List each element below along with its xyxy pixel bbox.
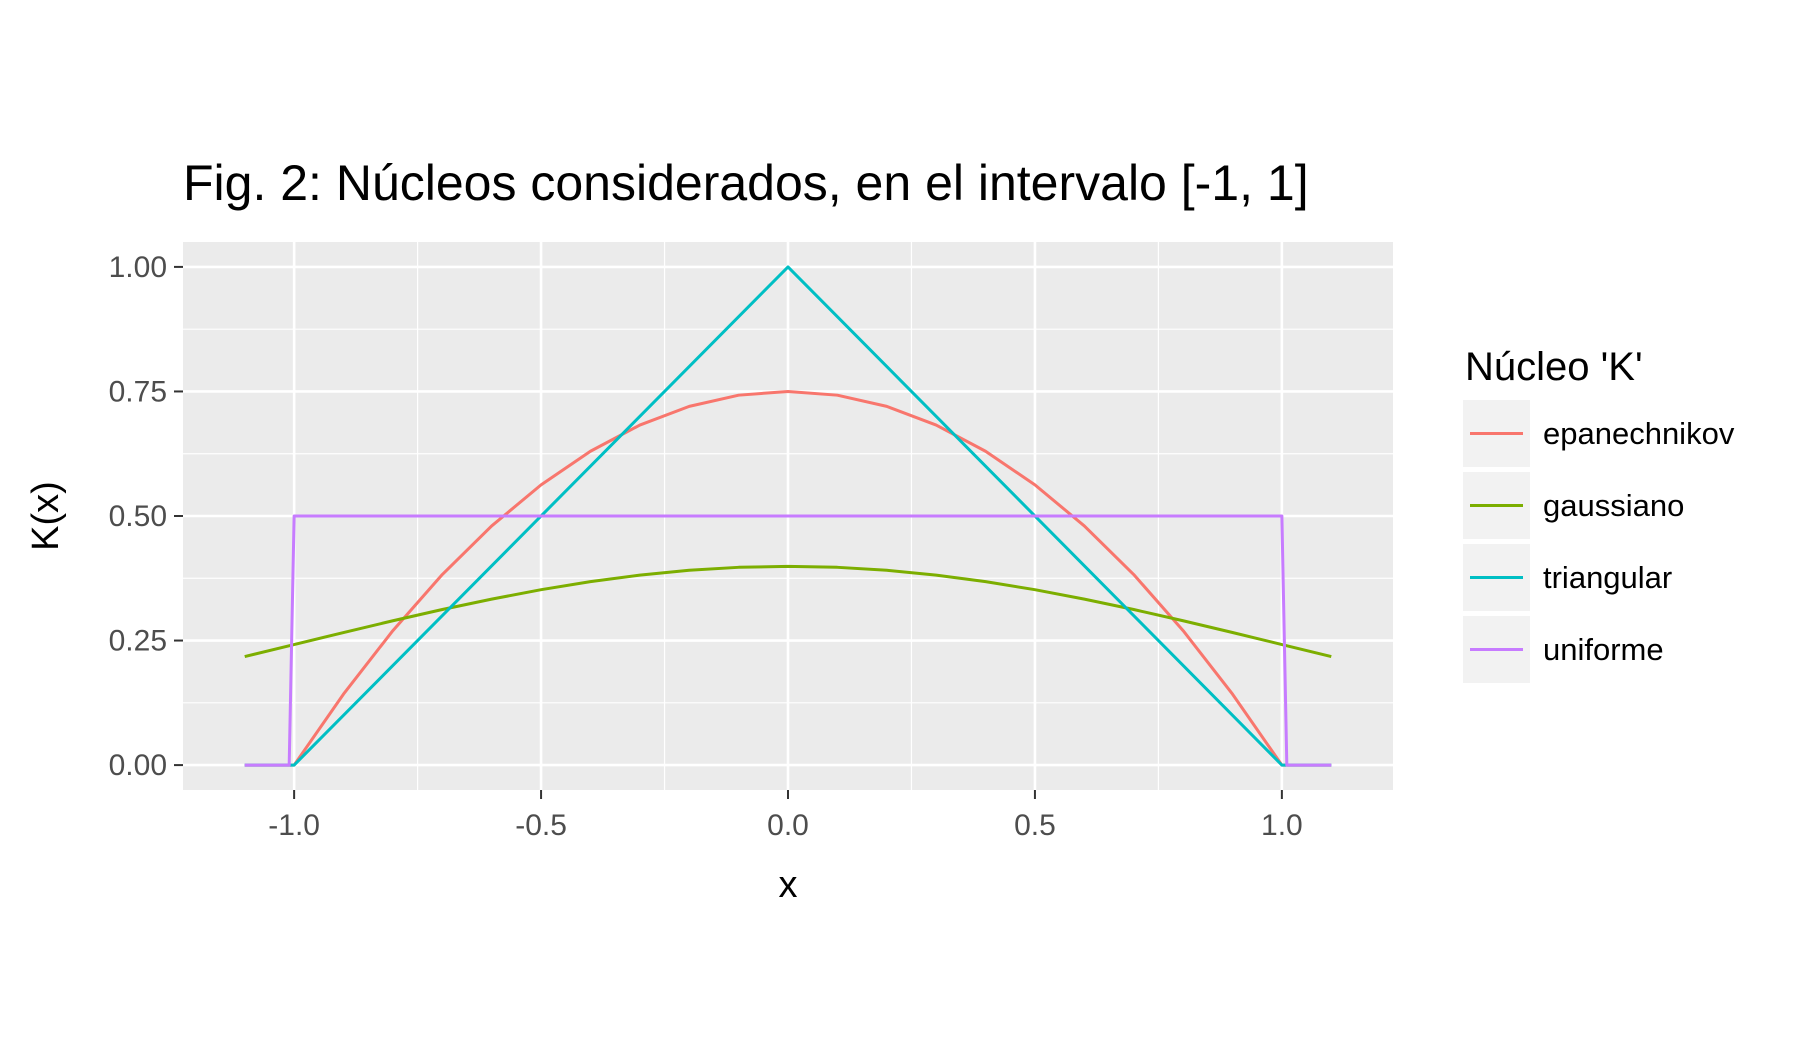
chart-title: Fig. 2: Núcleos considerados, en el inte… (183, 155, 1309, 211)
y-tick-label: 0.00 (109, 749, 167, 782)
series-layer (244, 265, 1332, 767)
series-line-epanechnikov (244, 389, 1332, 767)
x-axis-label: x (779, 864, 798, 906)
y-axis-label: K(x) (25, 481, 67, 551)
legend: Núcleo 'K' epanechnikov gaussiano triangul… (1463, 345, 1735, 683)
y-tick-label: 1.00 (109, 251, 167, 284)
x-tick-label: 0.0 (767, 809, 809, 842)
y-axis: 0.00 0.25 0.50 0.75 1.00 (109, 251, 183, 782)
legend-title: Núcleo 'K' (1465, 345, 1643, 389)
x-tick-label: -0.5 (515, 809, 567, 842)
legend-label-gaussiano: gaussiano (1543, 488, 1684, 523)
x-axis: -1.0 -0.5 0.0 0.5 1.0 (268, 790, 1303, 842)
x-tick-label: -1.0 (268, 809, 320, 842)
series-line-uniforme (244, 514, 1332, 767)
legend-label-uniforme: uniforme (1543, 632, 1664, 667)
legend-items: epanechnikov gaussiano triangular uniforme (1463, 400, 1735, 683)
series-line-gaussiano (244, 564, 1332, 658)
legend-label-triangular: triangular (1543, 560, 1672, 595)
y-tick-label: 0.50 (109, 500, 167, 533)
legend-label-epanechnikov: epanechnikov (1543, 416, 1735, 451)
y-tick-label: 0.25 (109, 625, 167, 658)
x-tick-label: 0.5 (1014, 809, 1056, 842)
y-tick-label: 0.75 (109, 375, 167, 408)
x-tick-label: 1.0 (1261, 809, 1303, 842)
